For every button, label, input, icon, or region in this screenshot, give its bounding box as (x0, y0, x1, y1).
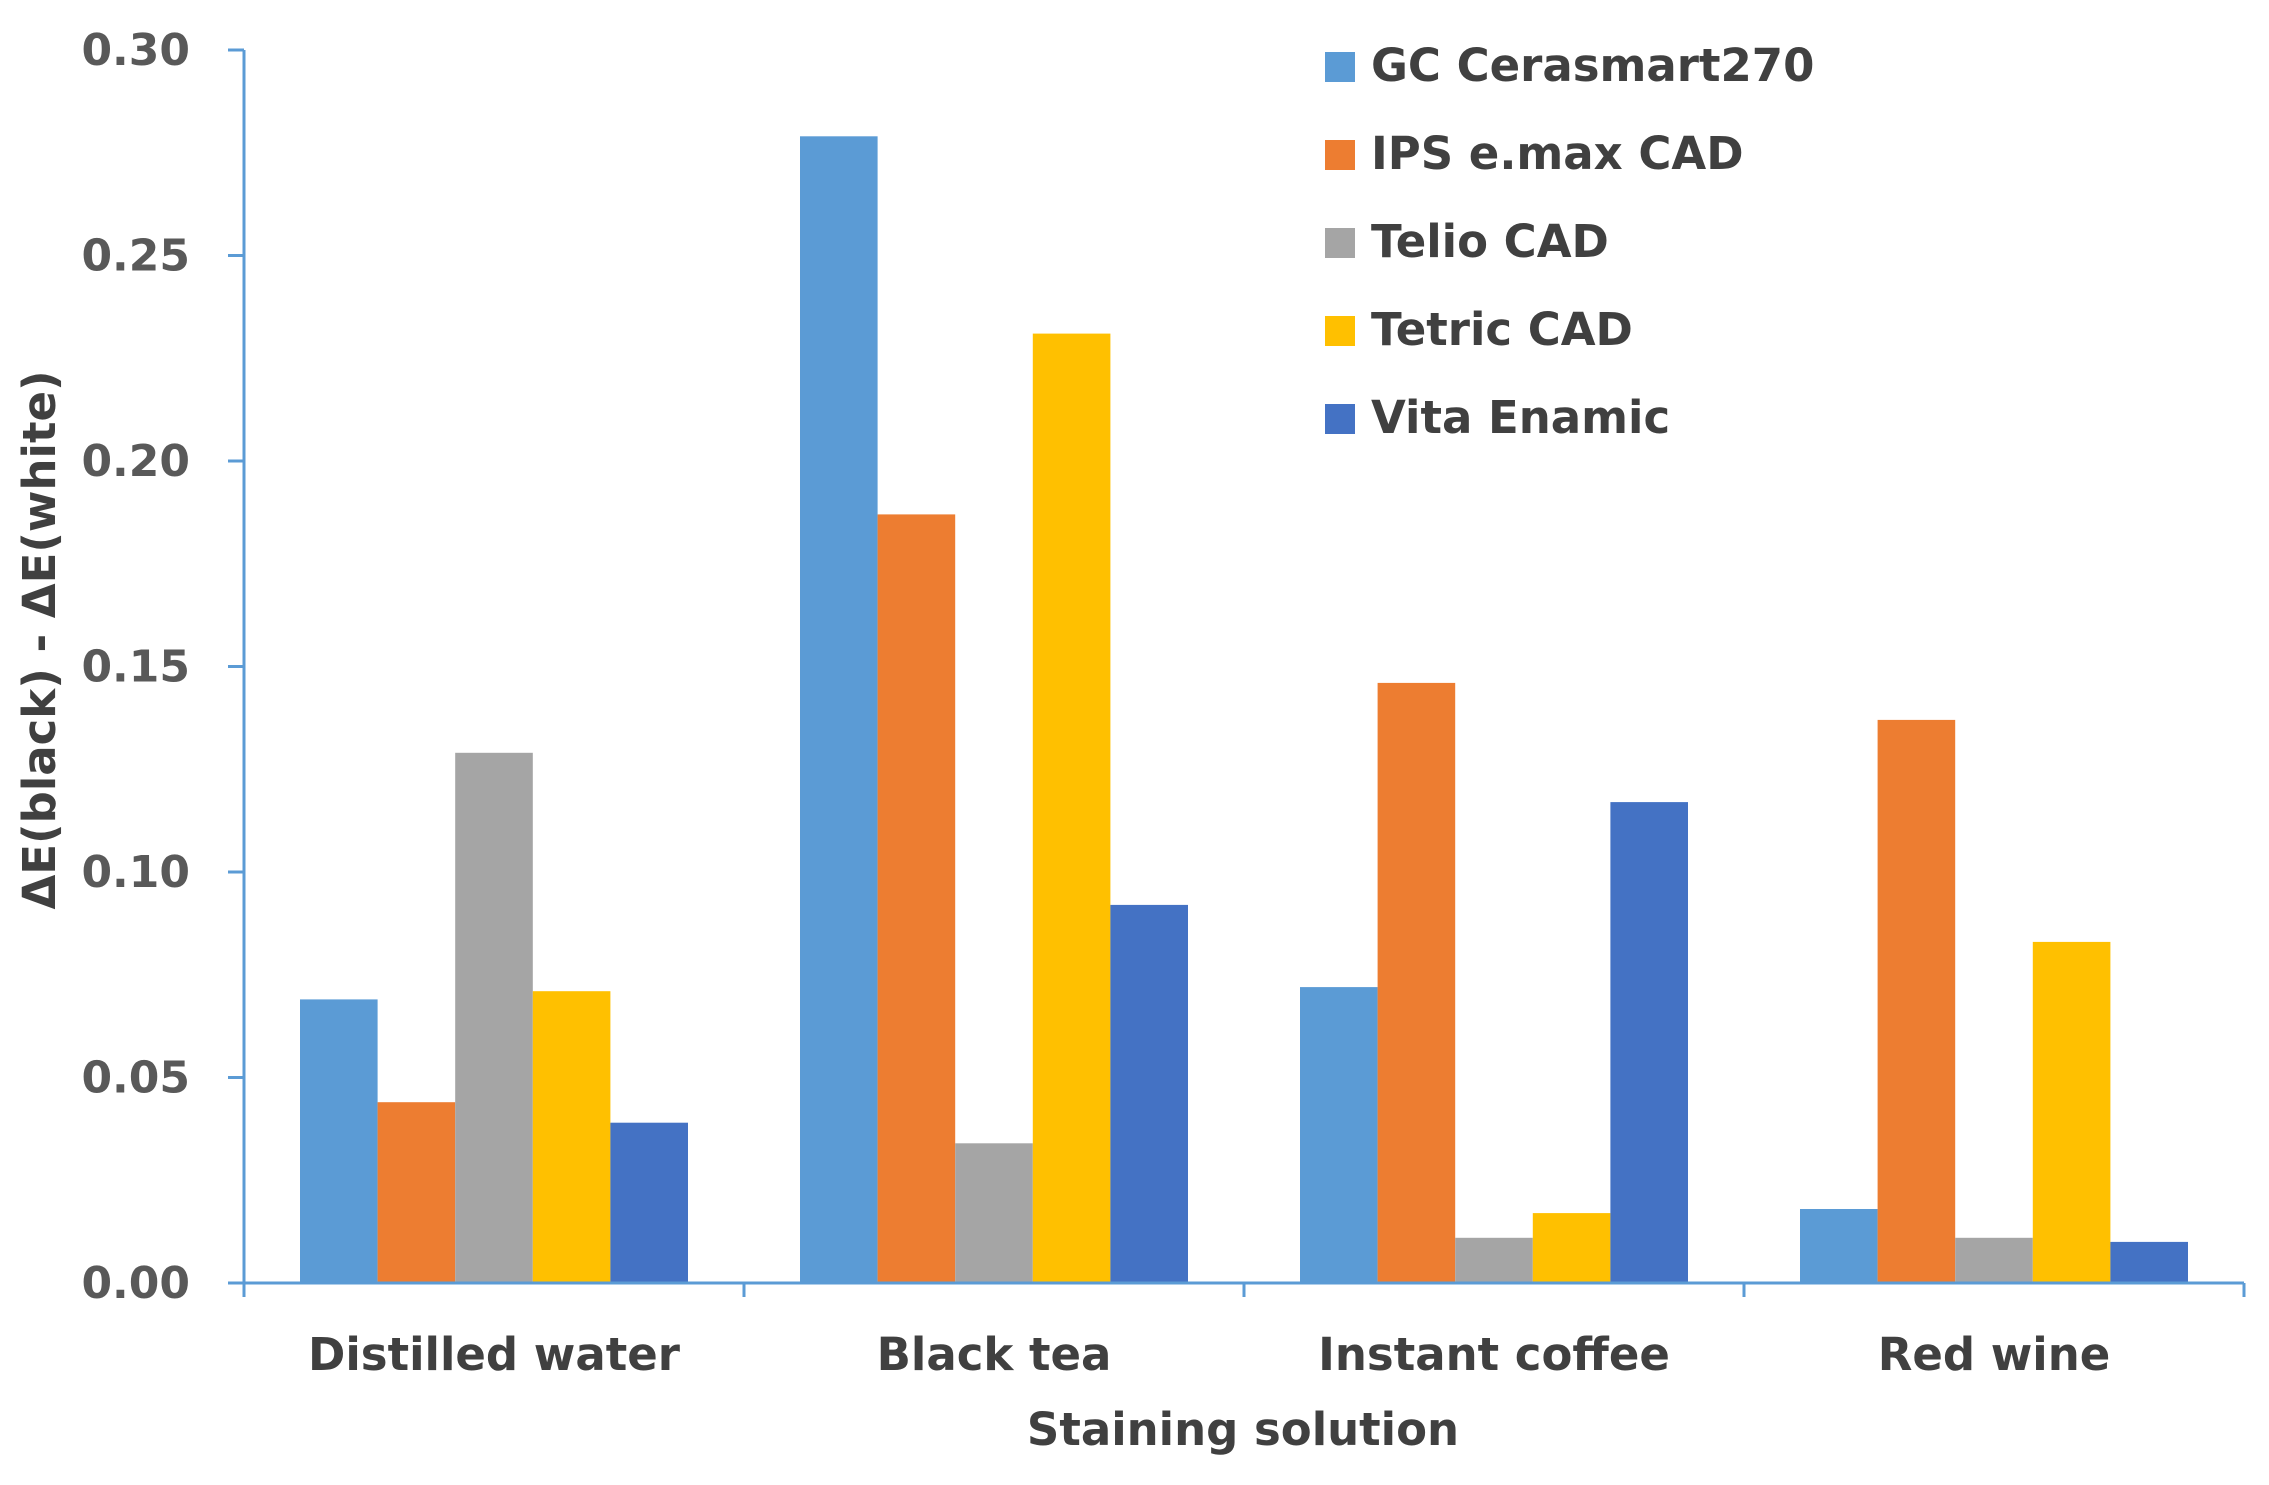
bar-tetric-cad-black-tea (1032, 333, 1111, 1284)
bar-tetric-cad-red-wine (2032, 941, 2111, 1283)
labels-layer: 0.00 0.05 0.10 0.15 0.20 0.25 0.30 Distilled wa… (81, 25, 2110, 1381)
legend-label: Telio CAD (1371, 215, 1609, 268)
y-tick-label: 0.25 (81, 231, 190, 282)
legend-swatch (1325, 52, 1355, 82)
y-tick-label: 0.00 (81, 1258, 190, 1309)
legend-swatch (1325, 140, 1355, 170)
bar-ips-e-max-cad-instant-coffee (1377, 682, 1456, 1283)
bar-vita-enamic-distilled-water (610, 1122, 688, 1283)
y-tick-label: 0.15 (81, 642, 190, 693)
legend-swatch (1325, 228, 1355, 258)
legend-label: Vita Enamic (1371, 391, 1670, 444)
bar-tetric-cad-distilled-water (532, 991, 611, 1283)
bar-ips-e-max-cad-distilled-water (377, 1102, 456, 1283)
bar-tetric-cad-instant-coffee (1532, 1213, 1611, 1283)
legend-label: Tetric CAD (1371, 303, 1633, 356)
bar-ips-e-max-cad-red-wine (1877, 719, 1956, 1283)
x-tick-label: Red wine (1878, 1328, 2111, 1381)
axes-layer (228, 48, 2246, 1297)
bar-gc-cerasmart270-instant-coffee (1300, 987, 1378, 1283)
bar-telio-cad-black-tea (955, 1143, 1033, 1283)
x-tick-label: Black tea (877, 1328, 1112, 1381)
legend-label: IPS e.max CAD (1371, 127, 1744, 180)
bar-gc-cerasmart270-red-wine (1800, 1209, 1878, 1283)
bar-telio-cad-instant-coffee (1455, 1237, 1533, 1283)
y-tick-label: 0.10 (81, 847, 190, 898)
legend-swatch (1325, 316, 1355, 346)
bar-telio-cad-red-wine (1955, 1237, 2033, 1283)
bar-vita-enamic-red-wine (2110, 1241, 2188, 1283)
bar-gc-cerasmart270-distilled-water (300, 999, 378, 1283)
y-axis-title: ΔE(black) - ΔE(white) (13, 370, 66, 909)
legend-label: GC Cerasmart270 (1371, 39, 1814, 92)
bars-layer (300, 136, 2188, 1284)
bar-vita-enamic-instant-coffee (1610, 802, 1688, 1283)
bar-vita-enamic-black-tea (1110, 904, 1188, 1283)
y-tick-label: 0.20 (81, 436, 190, 487)
legend: GC Cerasmart270 IPS e.max CAD Telio CAD Tet… (1325, 39, 1814, 444)
x-tick-label: Instant coffee (1318, 1328, 1670, 1381)
y-tick-label: 0.30 (81, 25, 190, 76)
bar-ips-e-max-cad-black-tea (877, 514, 956, 1283)
legend-swatch (1325, 404, 1355, 434)
y-tick-label: 0.05 (81, 1053, 190, 1104)
bar-telio-cad-distilled-water (455, 752, 533, 1283)
bar-gc-cerasmart270-black-tea (800, 136, 878, 1283)
x-axis-title: Staining solution (1027, 1403, 1459, 1456)
x-tick-label: Distilled water (308, 1328, 681, 1381)
